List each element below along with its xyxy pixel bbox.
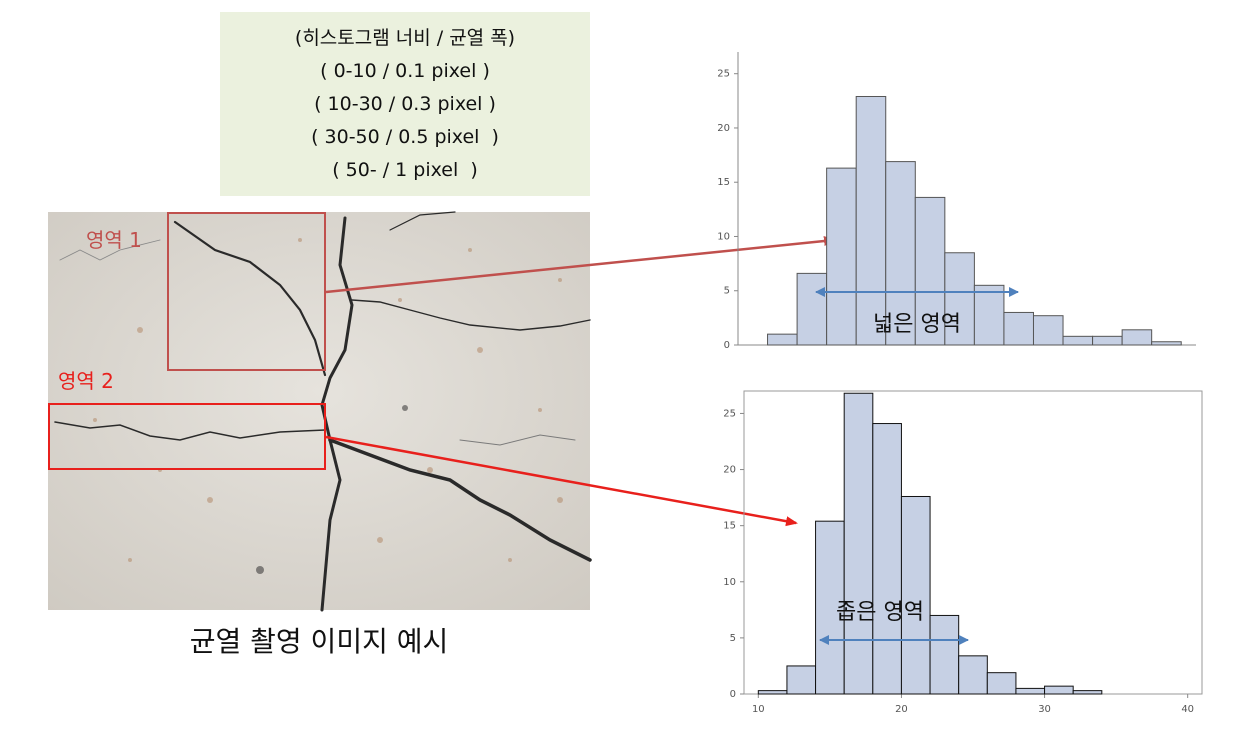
histogram-bar [1062, 335, 1094, 346]
x-tick-label: 40 [1181, 704, 1194, 715]
histogram-bar [786, 665, 817, 695]
histogram-bar [929, 614, 960, 695]
histogram-region1: 0 5 10 15 20 25 넓은 영역 [717, 52, 1196, 351]
y-tick-label: 0 [730, 689, 736, 700]
histogram-bar [1072, 690, 1103, 695]
histogram-bar [767, 333, 798, 346]
legend-line: ( 0-10 / 0.1 pixel ) [320, 60, 490, 82]
crack-faint-right [459, 434, 576, 446]
histogram-bar [900, 495, 931, 695]
crack-region2 [54, 421, 326, 441]
y-tick-label: 20 [723, 465, 736, 476]
x-tick-label: 30 [1038, 704, 1051, 715]
histogram-width-legend: (히스토그램 너비 / 균열 폭) ( 0-10 / 0.1 pixel ) (… [220, 12, 590, 196]
chart1-bars [767, 95, 1182, 346]
region1-box [167, 212, 326, 371]
x-tick-label: 20 [895, 704, 908, 715]
crack-faint-left [59, 239, 161, 261]
histogram-region2: 0 5 10 15 20 25 10 20 30 40 좁은 영역 [723, 390, 1203, 715]
histogram-bar [1032, 315, 1064, 346]
y-tick-label: 20 [717, 123, 730, 134]
y-tick-label: 5 [724, 286, 730, 297]
region1-connector-arrow [325, 236, 836, 294]
histogram-bar [843, 392, 874, 695]
histogram-bar [986, 672, 1017, 695]
crack-right-upper [351, 299, 591, 331]
crack-main-vertical [320, 216, 354, 612]
histogram-bar [885, 161, 916, 346]
histogram-bar [757, 690, 788, 695]
histogram-bar [796, 272, 828, 346]
legend-line: ( 10-30 / 0.3 pixel ) [314, 93, 496, 115]
chart2-frame [743, 390, 1203, 695]
histogram-bar [958, 655, 988, 695]
crack-top-right [389, 211, 456, 231]
y-tick-label: 10 [723, 577, 736, 588]
legend-line: ( 30-50 / 0.5 pixel ) [311, 126, 499, 148]
chart1-annotation: 넓은 영역 [873, 312, 961, 337]
y-tick-label: 0 [724, 340, 730, 351]
histogram-bar [1151, 341, 1182, 346]
y-tick-label: 5 [730, 633, 736, 644]
crack-photo [48, 211, 592, 612]
crack-main-diagonal [328, 438, 592, 562]
y-tick-label: 25 [723, 408, 736, 419]
histogram-bar [973, 284, 1005, 346]
chart2-x-ticks: 10 20 30 40 [752, 694, 1194, 715]
y-tick-label: 10 [717, 231, 730, 242]
histogram-bar [872, 423, 902, 695]
crack-main-left [173, 220, 327, 377]
legend-title: (히스토그램 너비 / 균열 폭) [294, 27, 516, 49]
histogram-bar [1092, 335, 1123, 346]
concrete-surface [48, 212, 590, 610]
histogram-bar [1015, 687, 1046, 695]
chart2-annotation: 좁은 영역 [836, 600, 924, 625]
region1-label: 영역 1 [86, 228, 142, 252]
legend-line: ( 50- / 1 pixel ) [332, 159, 478, 181]
cracks [54, 211, 592, 612]
region2-label: 영역 2 [58, 369, 114, 393]
x-tick-label: 10 [752, 704, 765, 715]
y-tick-label: 25 [717, 69, 730, 80]
region2-box [48, 403, 326, 470]
y-tick-label: 15 [717, 177, 730, 188]
surface-speckles [93, 238, 563, 574]
chart2-y-ticks: 0 5 10 15 20 25 [723, 408, 744, 700]
histogram-bar [1003, 311, 1034, 346]
histogram-bar [1044, 685, 1074, 695]
histogram-bar [914, 196, 946, 346]
chart1-y-ticks: 0 5 10 15 20 25 [717, 69, 738, 351]
y-tick-label: 15 [723, 521, 736, 532]
histogram-bar [826, 167, 857, 346]
histogram-bar [1121, 329, 1153, 346]
chart2-bars [757, 392, 1103, 695]
photo-caption: 균열 촬영 이미지 예시 [189, 625, 449, 658]
histogram-bar [855, 95, 887, 346]
region2-connector-arrow [325, 435, 798, 527]
